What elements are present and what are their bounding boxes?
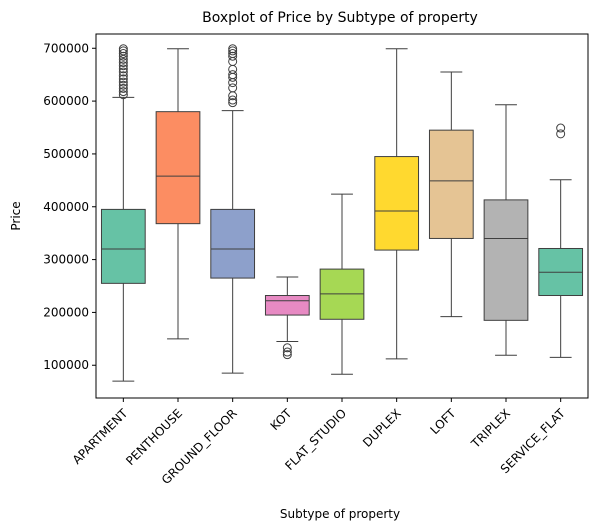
outlier-point <box>228 51 238 61</box>
x-tick-label: APARTMENT <box>70 406 131 467</box>
outlier-point <box>118 87 128 97</box>
outlier-point <box>118 67 128 77</box>
box-group <box>100 44 146 382</box>
outlier-point <box>118 44 128 54</box>
box-group <box>538 123 584 358</box>
y-tick-label: 500000 <box>43 147 89 161</box>
outlier-point <box>228 70 238 80</box>
outlier-point <box>118 61 128 71</box>
iqr-box <box>100 208 146 284</box>
outlier-point <box>282 343 292 353</box>
iqr-box <box>210 208 256 279</box>
outlier-point <box>118 46 128 56</box>
outlier-point <box>556 129 566 139</box>
y-tick-label: 100000 <box>43 358 89 372</box>
outlier-point <box>282 347 292 357</box>
outlier-point <box>228 64 238 74</box>
box-group <box>155 48 201 340</box>
outlier-point <box>118 74 128 84</box>
iqr-box <box>483 199 529 321</box>
y-tick-label: 700000 <box>43 41 89 55</box>
outlier-point <box>228 49 238 59</box>
plot-area <box>100 44 584 382</box>
outlier-point <box>118 51 128 61</box>
y-tick-label: 600000 <box>43 94 89 108</box>
x-tick-label: TRIPLEX <box>468 406 513 451</box>
chart-title: Boxplot of Price by Subtype of property <box>202 10 478 26</box>
outlier-point <box>118 90 128 100</box>
outlier-point <box>118 80 128 90</box>
y-tick-label: 200000 <box>43 305 89 319</box>
iqr-box <box>428 129 474 239</box>
outlier-point <box>228 83 238 93</box>
box-group <box>428 71 474 318</box>
outlier-point <box>228 98 238 108</box>
iqr-box <box>155 111 201 225</box>
outlier-point <box>282 350 292 360</box>
y-axis: 100000 200000 300000 400000 500000 600000 7000… <box>43 41 96 372</box>
x-axis-label: Subtype of property <box>280 507 400 521</box>
outlier-point <box>118 64 128 74</box>
y-tick-label: 300000 <box>43 253 89 267</box>
outlier-point <box>118 71 128 81</box>
outlier-point <box>228 44 238 54</box>
outlier-point <box>228 46 238 56</box>
outlier-point <box>118 77 128 87</box>
x-tick-label: PENTHOUSE <box>123 406 185 468</box>
x-tick-label: KOT <box>268 406 295 433</box>
outlier-point <box>118 49 128 59</box>
outlier-point <box>228 95 238 105</box>
x-tick-label: DUPLEX <box>360 406 404 450</box>
box-group <box>264 276 310 360</box>
outlier-point <box>556 123 566 133</box>
outlier-point <box>118 58 128 68</box>
box-group <box>210 44 256 374</box>
outlier-point <box>118 83 128 93</box>
y-axis-label: Price <box>9 201 23 230</box>
iqr-box <box>264 295 310 316</box>
box-group <box>319 193 365 375</box>
iqr-box <box>374 156 420 251</box>
box-group <box>483 104 529 356</box>
x-tick-label: LOFT <box>428 406 459 437</box>
box-group <box>374 48 420 360</box>
y-tick-label: 400000 <box>43 200 89 214</box>
